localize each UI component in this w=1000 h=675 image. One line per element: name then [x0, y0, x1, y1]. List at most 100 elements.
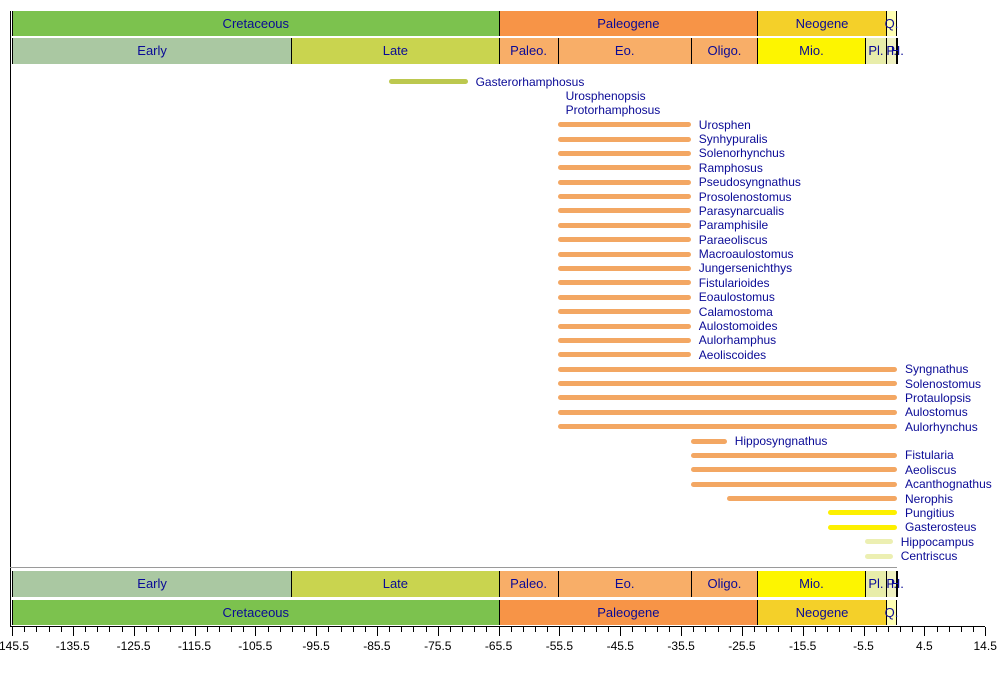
- taxon-range-bar-macroaulostomus: [557, 251, 691, 257]
- taxon-label-hippocampus: Hippocampus: [900, 534, 975, 549]
- axis-minor-tick: [48, 627, 50, 632]
- axis-minor-tick: [231, 627, 232, 632]
- taxon-label-centriscus: Centriscus: [900, 549, 958, 563]
- axis-minor-tick: [267, 627, 269, 632]
- taxon-label-aeoliscus: Aeoliscus: [905, 462, 957, 477]
- period-label-cretaceous: Cretaceous: [222, 605, 290, 620]
- taxon-label-fistularioides: Fistularioides: [698, 275, 770, 290]
- axis-major-tick: [498, 627, 500, 636]
- taxon-label-paramphisile: Paramphisile: [698, 218, 769, 233]
- axis-minor-tick: [778, 627, 780, 632]
- axis-major-tick: [133, 627, 135, 636]
- epoch-label-early: Early: [137, 576, 167, 591]
- period-label-cretaceous: Cretaceous: [222, 16, 290, 31]
- axis-tick-label: 4.5: [916, 639, 933, 653]
- epoch-cell-oligo: Oligo.: [690, 38, 758, 64]
- period-label-q: Q.: [884, 605, 899, 620]
- taxon-range-bar-acanthognathus: [690, 481, 897, 487]
- axis-tick-label: -105.5: [238, 639, 273, 653]
- taxon-range-bar-pungitius: [828, 510, 897, 516]
- period-cell-cretaceous: Cretaceous: [12, 600, 499, 625]
- epoch-label-pl: Pl.: [868, 43, 884, 58]
- axis-major-tick: [620, 627, 622, 636]
- axis-minor-tick: [60, 627, 62, 632]
- epoch-cell-early: Early: [12, 38, 292, 64]
- taxon-range-bar-prosolenostomus: [557, 194, 691, 199]
- epoch-cell-late: Late: [291, 571, 499, 597]
- epoch-cell-mio: Mio.: [757, 38, 865, 64]
- axis-tick-label: -45.5: [606, 639, 634, 653]
- taxon-range-bar-aeoliscoides: [557, 352, 691, 358]
- taxon-label-urosphenopsis: Urosphenopsis: [565, 88, 646, 103]
- axis-minor-tick: [936, 627, 938, 632]
- taxon-label-pungitius: Pungitius: [905, 505, 955, 520]
- epoch-cell-paleo: Paleo.: [498, 38, 558, 64]
- taxon-range-bar-parasynarcualis: [557, 208, 691, 214]
- axis-minor-tick: [97, 627, 99, 632]
- axis-minor-tick: [632, 627, 634, 632]
- taxon-label-hipposyngnathus: Hipposyngnathus: [734, 434, 828, 448]
- period-cell-cretaceous: Cretaceous: [12, 11, 499, 36]
- taxon-range-bar-calamostoma: [557, 309, 691, 315]
- taxon-label-solenostomus: Solenostomus: [905, 376, 982, 391]
- taxon-label-parasynarcualis: Parasynarcualis: [698, 203, 785, 218]
- taxon-range-bar-gasterosteus: [828, 524, 897, 530]
- period-cell-paleogene: Paleogene: [498, 600, 758, 625]
- axis-minor-tick: [389, 627, 391, 632]
- taxon-label-aulostomus: Aulostomus: [905, 405, 968, 420]
- taxon-label-protaulopsis: Protaulopsis: [905, 390, 972, 405]
- axis-minor-tick: [583, 627, 585, 632]
- taxon-label-aulorhynchus: Aulorhynchus: [905, 419, 978, 434]
- axis-minor-tick: [571, 627, 573, 632]
- taxon-label-acanthognathus: Acanthognathus: [905, 477, 992, 492]
- epoch-label-h: H.: [890, 576, 904, 591]
- axis-major-tick: [985, 627, 987, 636]
- axis-major-tick: [559, 627, 561, 636]
- taxon-range-bar-centriscus: [864, 553, 893, 559]
- taxon-range-bar-protaulopsis: [557, 395, 897, 401]
- taxon-range-bar-pseudosyngnathus: [557, 179, 691, 185]
- epoch-cell-p: P.: [886, 38, 897, 64]
- axis-minor-tick: [912, 627, 914, 632]
- axis-tick-label: -35.5: [667, 639, 695, 653]
- epoch-cell-mio: Mio.: [757, 571, 865, 597]
- epoch-label-oligo: Oligo.: [707, 576, 742, 591]
- axis-minor-tick: [887, 627, 889, 632]
- taxon-range-bar-fistularioides: [557, 280, 691, 286]
- taxon-range-bar-aulostomus: [557, 409, 897, 415]
- axis-minor-tick: [182, 627, 184, 632]
- axis-minor-tick: [595, 627, 597, 632]
- axis-minor-tick: [522, 627, 524, 632]
- axis-minor-tick: [656, 627, 658, 632]
- axis-minor-tick: [839, 627, 841, 632]
- axis-tick-label: -145.5: [0, 639, 30, 653]
- axis-minor-tick: [206, 627, 208, 632]
- axis-minor-tick: [24, 627, 26, 632]
- axis-major-tick: [802, 627, 804, 636]
- axis-minor-tick: [85, 627, 86, 632]
- period-label-paleogene: Paleogene: [597, 16, 660, 31]
- left-axis-spine: [10, 11, 11, 627]
- period-cell-neogene: Neogene: [757, 600, 886, 625]
- axis-minor-tick: [291, 627, 293, 632]
- axis-minor-tick: [364, 627, 366, 632]
- axis-minor-tick: [304, 627, 305, 632]
- axis-minor-tick: [510, 627, 512, 632]
- axis-minor-tick: [900, 627, 901, 632]
- taxon-range-bar-gasterorhamphosus: [389, 79, 468, 84]
- axis-minor-tick: [462, 627, 464, 632]
- epoch-label-paleo: Paleo.: [510, 576, 548, 591]
- axis-minor-tick: [948, 627, 950, 632]
- axis-baseline: [10, 626, 986, 627]
- axis-minor-tick: [766, 627, 768, 632]
- period-label-q: Q.: [884, 16, 899, 31]
- axis-tick-label: -55.5: [545, 639, 574, 653]
- axis-major-tick: [924, 627, 926, 636]
- taxon-range-bar-synhypuralis: [557, 136, 691, 142]
- axis-minor-tick: [644, 627, 646, 632]
- epoch-label-late: Late: [382, 43, 409, 58]
- period-cell-paleogene: Paleogene: [498, 11, 758, 36]
- taxon-range-bar-aulorhynchus: [557, 424, 897, 430]
- taxon-label-paraeoliscus: Paraeoliscus: [698, 232, 768, 247]
- taxon-label-urosphen: Urosphen: [698, 117, 751, 132]
